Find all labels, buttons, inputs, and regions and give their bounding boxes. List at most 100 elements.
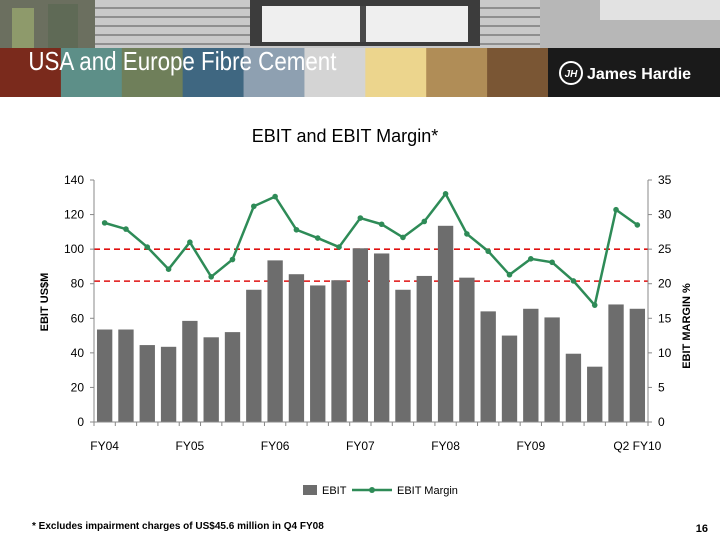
color-band <box>0 48 62 97</box>
ebit-margin-point <box>101 220 108 226</box>
y2-axis-label: EBIT MARGIN % <box>681 283 693 369</box>
ebit-margin-point <box>314 235 321 241</box>
brand-name: James Hardie <box>587 66 691 83</box>
ebit-bar <box>310 285 326 422</box>
ebit-bar <box>480 311 496 422</box>
slide-title: USA and Europe Fibre Cement <box>28 47 336 76</box>
color-band <box>426 48 488 97</box>
ebit-margin-point <box>336 244 342 250</box>
margin-line <box>101 191 641 308</box>
x-tick-label: FY09 <box>516 439 545 453</box>
ebit-margin-point <box>506 271 513 278</box>
chart-title: EBIT and EBIT Margin* <box>252 126 438 146</box>
y-tick-label: 0 <box>77 415 84 429</box>
y2-tick-label: 5 <box>658 380 665 394</box>
ebit-bar <box>565 353 582 422</box>
x-tick-label: FY06 <box>261 439 290 453</box>
color-band <box>243 48 305 97</box>
ebit-bar <box>96 329 113 422</box>
ebit-margin-point <box>208 274 214 280</box>
ebit-margin-point <box>378 221 385 228</box>
y-tick-label: 20 <box>71 380 85 394</box>
ebit-margin-point <box>123 226 129 232</box>
ebit-margin-point <box>165 266 172 272</box>
ebit-bar <box>203 337 219 422</box>
y-tick-label: 100 <box>64 242 84 256</box>
ebit-margin-point <box>144 244 151 250</box>
y2-tick-label: 25 <box>658 242 672 256</box>
ebit-margin-point <box>634 222 641 228</box>
legend-margin-marker <box>369 487 375 493</box>
y2-tick-label: 35 <box>658 173 672 187</box>
ebit-bar <box>459 277 475 422</box>
color-band <box>182 48 245 97</box>
y-tick-label: 120 <box>64 208 84 222</box>
ebit-margin-line <box>104 191 639 308</box>
y2-tick-label: 10 <box>658 346 672 360</box>
ebit-margin-point <box>549 259 555 266</box>
ebit-bar <box>629 308 646 422</box>
color-band <box>121 48 184 97</box>
ebit-bar <box>331 280 347 422</box>
ebit-bar <box>118 329 134 422</box>
ebit-bar <box>182 320 198 422</box>
y2-tick-label: 15 <box>658 311 672 325</box>
ebit-margin-point <box>293 226 300 233</box>
legend-margin-label: EBIT Margin <box>397 485 458 497</box>
x-tick-label: FY07 <box>346 439 375 453</box>
legend-ebit-swatch <box>303 485 317 495</box>
x-tick-label: FY04 <box>90 439 119 453</box>
color-band <box>487 48 549 97</box>
y2-tick-label: 0 <box>658 415 665 429</box>
ebit-margin-point <box>357 215 364 221</box>
y-tick-label: 40 <box>71 346 85 360</box>
ebit-bar <box>288 274 305 422</box>
ebit-bar <box>523 308 539 422</box>
ebit-bar <box>437 225 454 422</box>
ebit-margin-point <box>187 239 193 246</box>
ebit-margin-point <box>442 191 449 197</box>
james-hardie-logo-icon <box>559 61 583 85</box>
ebit-margin-point <box>485 248 491 255</box>
ebit-margin-point <box>528 256 534 262</box>
header-photo-banner: JH James Hardie USA and Europe Fibre Cem… <box>0 0 720 97</box>
color-band-strip <box>0 48 549 97</box>
ebit-margin-point <box>464 231 470 237</box>
ebit-bar <box>224 332 241 422</box>
footnote: * Excludes impairment charges of US$45.6… <box>32 521 324 532</box>
reference-lines <box>94 248 648 282</box>
ebit-bar <box>416 275 432 422</box>
y2-tick-label: 20 <box>658 277 672 291</box>
brand-block <box>548 48 720 97</box>
y-tick-label: 80 <box>71 277 85 291</box>
ebit-margin-point <box>421 218 428 225</box>
ebit-bar <box>160 346 177 422</box>
ebit-margin-point <box>229 256 236 263</box>
axes: 0 20 40 60 80 100 120 140 0 5 10 15 20 25 30 35 FY04 FY05… <box>64 173 672 453</box>
ebit-bars <box>96 225 646 422</box>
ebit-bar <box>352 248 369 422</box>
color-band <box>365 48 427 97</box>
y2-tick-label: 30 <box>658 208 672 222</box>
y-axis-label: EBIT US$M <box>39 273 51 332</box>
ebit-bar <box>501 335 518 422</box>
ebit-margin-point <box>272 193 278 200</box>
ebit-bar <box>246 289 262 422</box>
ebit-bar <box>544 317 560 422</box>
x-tick-label: Q2 FY10 <box>613 439 661 453</box>
ebit-margin-point <box>400 234 406 241</box>
y-tick-label: 60 <box>71 311 85 325</box>
x-tick-label: FY05 <box>176 439 205 453</box>
ebit-bar <box>373 253 390 422</box>
x-tick-label: FY08 <box>431 439 460 453</box>
legend: EBIT EBIT Margin <box>303 485 458 497</box>
legend-ebit-label: EBIT <box>322 485 347 497</box>
logo-mark-text: JH <box>565 69 579 80</box>
ebit-bar <box>267 260 283 422</box>
page-number: 16 <box>695 523 708 535</box>
ebit-bar <box>139 345 155 422</box>
ebit-margin-point <box>591 302 598 308</box>
slide-header: JH James Hardie USA and Europe Fibre Cem… <box>0 0 720 97</box>
y-tick-label: 140 <box>64 173 84 187</box>
